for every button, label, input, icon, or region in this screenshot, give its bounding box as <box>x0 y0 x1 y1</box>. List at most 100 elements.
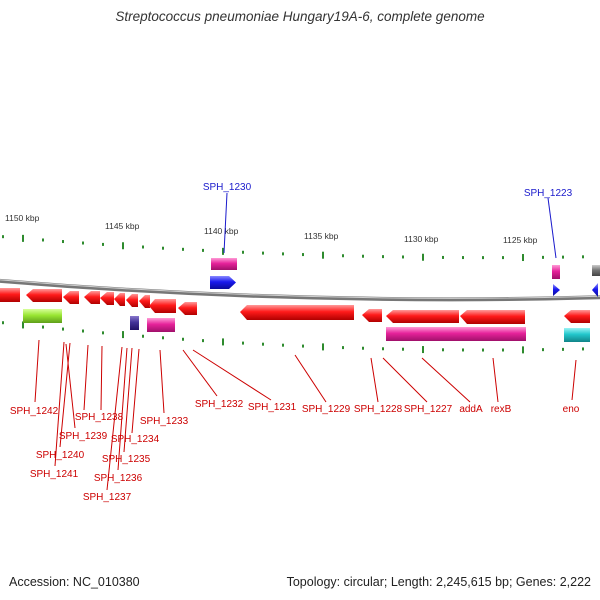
gene-arrow-sph-1234[interactable] <box>149 299 176 313</box>
gene-arrow-sph-1231[interactable] <box>240 305 354 320</box>
gene-box-eno-cyan[interactable] <box>564 328 590 342</box>
inner-scale-tick <box>542 348 544 352</box>
gene-arrow-sph-1241[interactable] <box>63 291 79 304</box>
gene-arrow-sph-1240[interactable] <box>84 291 100 304</box>
gene-label-rexB[interactable]: rexB <box>491 404 512 415</box>
inner-scale-tick <box>522 346 524 354</box>
gene-arrow-sph-1229[interactable] <box>362 309 382 322</box>
gene-box-sph-1235-purple[interactable] <box>130 316 139 330</box>
inner-scale-tick <box>322 343 324 351</box>
gene-arrow-sph-1230-blue[interactable] <box>210 276 236 289</box>
gene-arrow-eno[interactable] <box>564 310 590 323</box>
gene-label-sph-1234[interactable]: SPH_1234 <box>111 434 160 445</box>
gene-box-sph-1242-green[interactable] <box>23 309 62 323</box>
gene-arrow-sph-1239[interactable] <box>100 292 114 305</box>
gene-label-sph-1232[interactable]: SPH_1232 <box>195 399 244 410</box>
gene-label-sph-1242[interactable]: SPH_1242 <box>10 406 59 417</box>
inner-scale-tick <box>342 346 344 350</box>
map-title: Streptococcus pneumoniae Hungary19A-6, c… <box>115 9 485 24</box>
outer-scale-tick <box>382 255 384 259</box>
outer-scale-tick <box>482 256 484 260</box>
gene-label-sph-1233[interactable]: SPH_1233 <box>140 416 189 427</box>
inner-scale-tick <box>2 321 4 325</box>
outer-scale-tick <box>102 242 104 246</box>
gene-arrow-sph-1242[interactable] <box>26 289 62 302</box>
outer-scale-tick <box>42 238 44 242</box>
gene-label-sph-1239[interactable]: SPH_1239 <box>59 431 108 442</box>
inner-scale-tick <box>562 347 564 351</box>
gene-box-sph-1223-magenta[interactable] <box>552 265 560 279</box>
inner-scale-tick <box>582 347 584 351</box>
gene-label-sph-1238[interactable]: SPH_1238 <box>75 412 124 423</box>
inner-scale-tick <box>282 343 284 347</box>
gene-label-sph-1241[interactable]: SPH_1241 <box>30 469 79 480</box>
scale-ticks-outer <box>2 234 584 262</box>
outer-scale-tick <box>62 240 64 244</box>
gene-arrow-blue-edge[interactable] <box>592 283 598 297</box>
gene-label-eno[interactable]: eno <box>563 404 580 415</box>
outer-scale-tick <box>2 235 4 239</box>
gene-label-sph-1236[interactable]: SPH_1236 <box>94 473 143 484</box>
inner-scale-tick <box>82 329 84 333</box>
outer-scale-tick <box>442 255 444 259</box>
outer-scale-tick <box>222 247 224 255</box>
scale-label-1130: 1130 kbp <box>404 234 439 244</box>
gene-arrow-sph-1236[interactable] <box>139 295 150 308</box>
inner-scale-tick <box>222 338 224 346</box>
gene-box-sph-1233-magenta[interactable] <box>147 318 175 332</box>
gene-label-addA[interactable]: addA <box>459 404 483 415</box>
gene-box-rexB-magenta[interactable] <box>460 327 526 341</box>
gene-label-sph-1230[interactable]: SPH_1230 <box>203 182 252 193</box>
inner-scale-tick <box>442 348 444 352</box>
gene-arrow-1[interactable] <box>18 288 20 302</box>
inner-scale-tick <box>142 334 144 338</box>
outer-scale-tick <box>342 254 344 258</box>
outer-scale-tick <box>402 255 404 259</box>
outer-scale-tick <box>462 256 464 260</box>
scale-ticks-inner <box>2 321 584 354</box>
inner-scale-tick <box>62 327 64 331</box>
gene-box-sph-1228-magenta[interactable] <box>386 327 460 341</box>
inner-scale-tick <box>482 348 484 352</box>
gene-label-sph-1227[interactable]: SPH_1227 <box>404 404 453 415</box>
outer-scale-tick <box>142 245 144 249</box>
outer-scale-tick <box>162 246 164 250</box>
outer-scale-tick <box>242 250 244 254</box>
gene-label-sph-1228[interactable]: SPH_1228 <box>354 404 403 415</box>
gene-arrow-addA[interactable] <box>460 310 525 324</box>
outer-scale-tick <box>562 255 564 259</box>
outer-scale-tick <box>322 251 324 259</box>
gene-arrow-sph-1233[interactable] <box>178 302 197 315</box>
gene-label-sph-1223[interactable]: SPH_1223 <box>524 188 573 199</box>
leader-lines-bottom <box>34 339 577 491</box>
gene-arrow-sph-1227[interactable] <box>386 310 459 323</box>
genome-backbone-highlight <box>0 279 600 299</box>
gene-label-sph-1231[interactable]: SPH_1231 <box>248 402 297 413</box>
inner-scale-tick <box>382 347 384 351</box>
gene-label-sph-1229[interactable]: SPH_1229 <box>302 404 351 415</box>
inner-scale-tick <box>402 347 404 351</box>
outer-scale-tick <box>542 255 544 259</box>
inner-scale-tick <box>42 325 44 329</box>
gene-arrow-sph-1238[interactable] <box>114 293 125 306</box>
inner-scale-tick <box>302 344 304 348</box>
footer-summary: Topology: circular; Length: 2,245,615 bp… <box>286 575 591 589</box>
inner-scale-tick <box>502 348 504 352</box>
scale-label-1125: 1125 kbp <box>503 235 538 245</box>
gene-box-sph-1230-magenta[interactable] <box>211 258 237 270</box>
inner-scale-tick <box>122 331 124 339</box>
gene-arrow-sph-1223-blue[interactable] <box>553 284 560 296</box>
leader-line-sph-1230 <box>223 192 228 254</box>
outer-scale-tick <box>182 247 184 251</box>
gene-label-sph-1240[interactable]: SPH_1240 <box>36 450 85 461</box>
gene-box-gray-edge[interactable] <box>592 265 600 276</box>
gene-arrow-left-edge[interactable] <box>0 288 18 302</box>
genome-backbone <box>0 278 600 302</box>
outer-scale-tick <box>522 254 524 262</box>
gene-label-sph-1235[interactable]: SPH_1235 <box>102 454 151 465</box>
gene-arrow-sph-1237[interactable] <box>126 294 138 307</box>
gene-label-sph-1237[interactable]: SPH_1237 <box>83 492 132 503</box>
outer-scale-tick <box>22 234 24 242</box>
footer-accession: Accession: NC_010380 <box>9 575 140 589</box>
